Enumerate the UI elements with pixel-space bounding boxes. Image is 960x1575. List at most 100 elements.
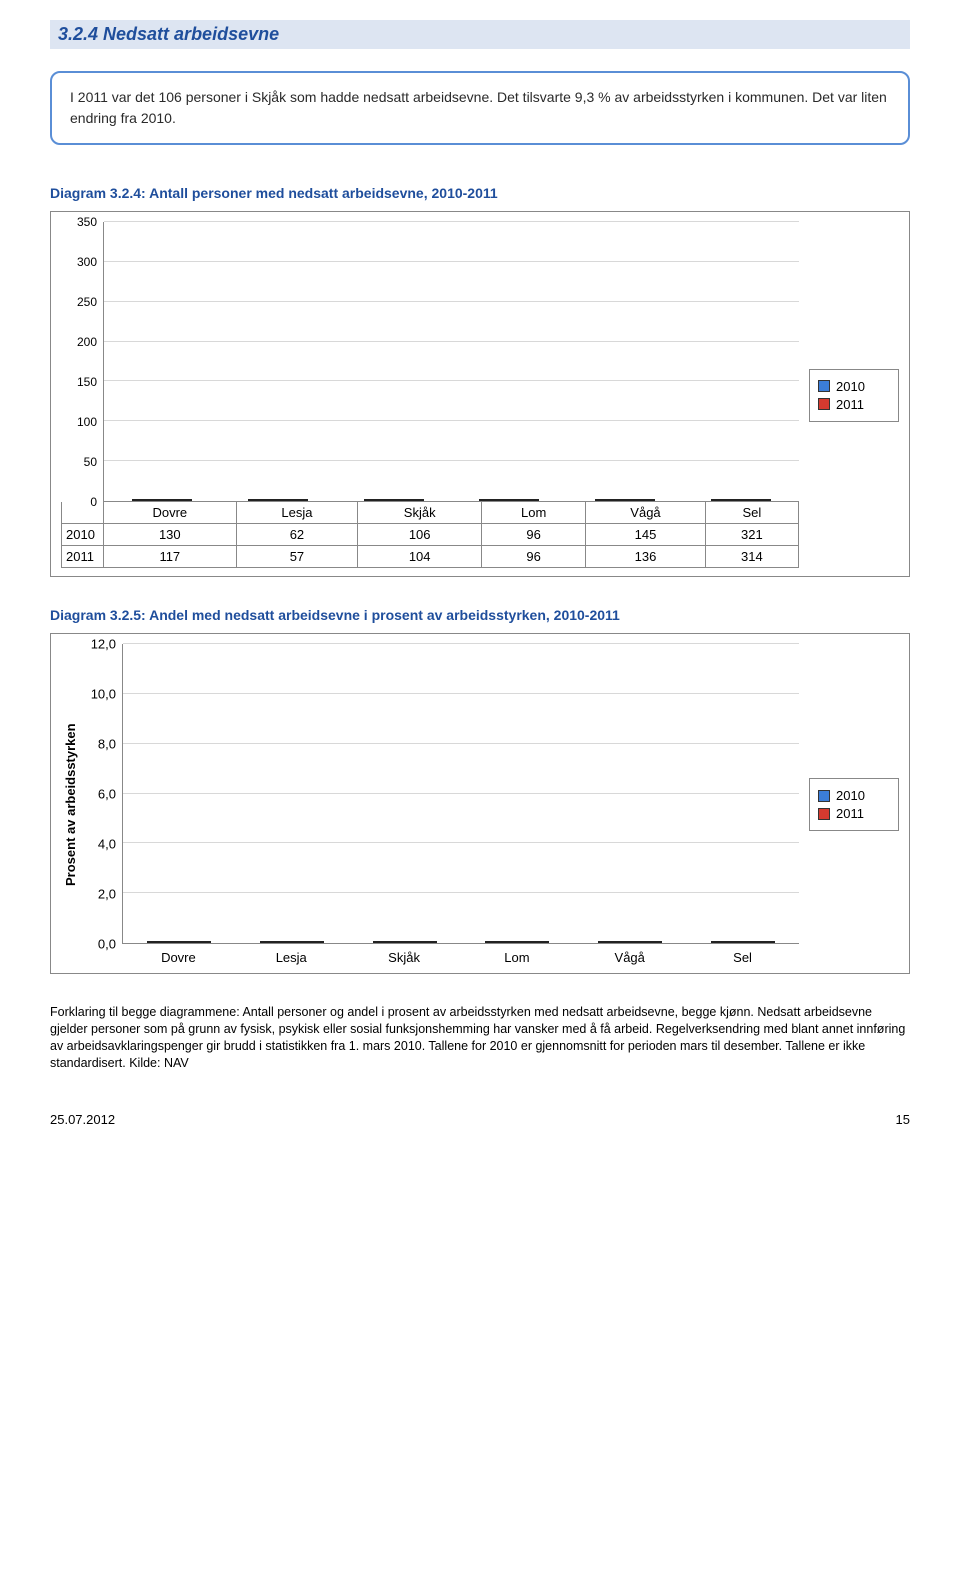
chart1-ytick: 150 <box>77 375 97 389</box>
legend-swatch <box>818 808 830 820</box>
chart2-bar <box>179 941 211 943</box>
chart2-ytick: 10,0 <box>91 687 116 702</box>
chart1-ytick: 300 <box>77 255 97 269</box>
chart2-bar <box>743 941 775 943</box>
chart1-container: 0 50 100 150 200 250 300 350 DovreLesjaSkjåkLom… <box>50 211 910 577</box>
chart1-category-label: Vågå <box>586 502 706 524</box>
chart2-bar <box>405 941 437 943</box>
chart1-cell: 117 <box>104 546 237 568</box>
chart1-cell: 62 <box>236 524 358 546</box>
chart1-category-label: Dovre <box>104 502 237 524</box>
chart2-ylabel: Prosent av arbeidsstyrken <box>61 644 80 965</box>
chart1-bar <box>248 499 278 501</box>
legend-item: 2010 <box>818 788 890 803</box>
chart1-yaxis: 050100150200250300350 <box>61 222 103 502</box>
chart1-title: Diagram 3.2.4: Antall personer med nedsa… <box>50 185 910 201</box>
chart1-cell: 104 <box>358 546 482 568</box>
chart1-bar-group <box>683 499 799 501</box>
chart1-cell: 57 <box>236 546 358 568</box>
chart2-bar-group <box>123 941 236 943</box>
chart1-ytick: 250 <box>77 295 97 309</box>
chart2-xlabel: Vågå <box>573 944 686 965</box>
chart2-bar-group <box>461 941 574 943</box>
page-footer: 25.07.2012 15 <box>50 1112 910 1127</box>
chart1-category-label: Lesja <box>236 502 358 524</box>
chart2-bar-group <box>574 941 687 943</box>
chart1-bar <box>162 499 192 501</box>
chart1-bar <box>394 499 424 501</box>
chart2-title: Diagram 3.2.5: Andel med nedsatt arbeids… <box>50 607 910 623</box>
chart1-ytick: 50 <box>84 455 97 469</box>
chart1-category-label: Lom <box>482 502 586 524</box>
table-row-label: 2010 <box>62 524 104 546</box>
chart1-ytick: 200 <box>77 335 97 349</box>
legend-label: 2010 <box>836 379 865 394</box>
chart2-bar <box>485 941 517 943</box>
legend-label: 2011 <box>836 806 864 821</box>
chart2-ytick: 8,0 <box>98 737 116 752</box>
chart1-bar-group <box>451 499 567 501</box>
chart1-bar <box>132 499 162 501</box>
chart2-yaxis: 0,02,04,06,08,010,012,0 <box>80 644 122 944</box>
chart1-plot-area <box>103 222 799 502</box>
legend-item: 2011 <box>818 806 890 821</box>
chart2-container: Prosent av arbeidsstyrken 0,0 2,0 4,0 6,0 8,… <box>50 633 910 974</box>
chart2-ytick: 0,0 <box>98 937 116 952</box>
chart2-xlabel: Sel <box>686 944 799 965</box>
chart2-ytick: 12,0 <box>91 637 116 652</box>
chart2-bar <box>630 941 662 943</box>
chart1-bar <box>278 499 308 501</box>
explanation-text: Forklaring til begge diagrammene: Antall… <box>50 1004 910 1072</box>
chart1-ytick: 100 <box>77 415 97 429</box>
section-heading: 3.2.4 Nedsatt arbeidsevne <box>50 20 910 49</box>
table-row-label: 2011 <box>62 546 104 568</box>
chart2-plot-area <box>122 644 799 944</box>
chart1-cell: 96 <box>482 546 586 568</box>
chart1-cell: 106 <box>358 524 482 546</box>
chart1-category-label: Sel <box>705 502 798 524</box>
chart1-legend: 2010 2011 <box>809 369 899 422</box>
chart1-cell: 145 <box>586 524 706 546</box>
chart2-xlabel: Lesja <box>235 944 348 965</box>
chart1-category-label: Skjåk <box>358 502 482 524</box>
legend-swatch <box>818 380 830 392</box>
callout-box: I 2011 var det 106 personer i Skjåk som … <box>50 71 910 145</box>
legend-swatch <box>818 398 830 410</box>
footer-page: 15 <box>896 1112 910 1127</box>
chart1-bar <box>364 499 394 501</box>
legend-label: 2011 <box>836 397 864 412</box>
chart2-bar-group <box>686 941 799 943</box>
chart2-bar <box>598 941 630 943</box>
chart1-bar <box>479 499 509 501</box>
chart2-ytick: 2,0 <box>98 887 116 902</box>
chart2-bar <box>711 941 743 943</box>
chart2-bar <box>517 941 549 943</box>
chart1-bar <box>595 499 625 501</box>
chart2-ytick: 4,0 <box>98 837 116 852</box>
chart1-bar <box>509 499 539 501</box>
chart2-xlabel: Lom <box>460 944 573 965</box>
chart1-ytick: 350 <box>77 215 97 229</box>
chart1-cell: 96 <box>482 524 586 546</box>
chart1-ytick: 0 <box>90 495 97 509</box>
chart2-xlabels: DovreLesjaSkjåkLomVågåSel <box>122 944 799 965</box>
chart2-bar <box>373 941 405 943</box>
chart2-xlabel: Dovre <box>122 944 235 965</box>
legend-label: 2010 <box>836 788 865 803</box>
chart2-bar <box>292 941 324 943</box>
legend-item: 2010 <box>818 379 890 394</box>
footer-date: 25.07.2012 <box>50 1112 115 1127</box>
chart1-cell: 314 <box>705 546 798 568</box>
chart1-bar-group <box>220 499 336 501</box>
chart1-cell: 130 <box>104 524 237 546</box>
chart1-bar <box>625 499 655 501</box>
chart2-legend: 2010 2011 <box>809 778 899 831</box>
chart2-ytick: 6,0 <box>98 787 116 802</box>
chart1-bar-group <box>336 499 452 501</box>
chart1-cell: 136 <box>586 546 706 568</box>
chart1-bar-group <box>567 499 683 501</box>
chart2-bar <box>147 941 179 943</box>
chart1-cell: 321 <box>705 524 798 546</box>
chart1-bar <box>711 499 741 501</box>
chart1-bar-group <box>104 499 220 501</box>
